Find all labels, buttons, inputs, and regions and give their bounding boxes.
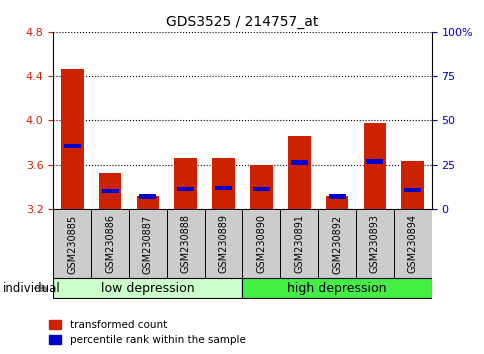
- Bar: [212, 158, 234, 209]
- Text: GSM230888: GSM230888: [181, 215, 190, 273]
- Bar: [280, 209, 318, 278]
- Text: GSM230894: GSM230894: [407, 215, 417, 273]
- Text: low depression: low depression: [101, 282, 195, 295]
- Legend: transformed count, percentile rank within the sample: transformed count, percentile rank withi…: [49, 320, 245, 345]
- Bar: [61, 69, 83, 209]
- Bar: [101, 189, 119, 193]
- Bar: [53, 209, 91, 278]
- Bar: [53, 278, 242, 298]
- Bar: [63, 144, 81, 148]
- Bar: [91, 209, 129, 278]
- Bar: [290, 160, 307, 165]
- Text: GSM230889: GSM230889: [218, 215, 228, 273]
- Bar: [318, 209, 355, 278]
- Title: GDS3525 / 214757_at: GDS3525 / 214757_at: [166, 16, 318, 29]
- Bar: [325, 196, 348, 209]
- Bar: [139, 194, 156, 199]
- Bar: [252, 187, 270, 191]
- Bar: [250, 165, 272, 209]
- Bar: [174, 158, 197, 209]
- Bar: [242, 209, 280, 278]
- Bar: [214, 185, 232, 190]
- Bar: [242, 278, 431, 298]
- Text: GSM230887: GSM230887: [143, 215, 152, 274]
- Text: GSM230885: GSM230885: [67, 215, 77, 274]
- Bar: [393, 209, 431, 278]
- Bar: [166, 209, 204, 278]
- Bar: [129, 209, 166, 278]
- Text: GSM230893: GSM230893: [369, 215, 379, 273]
- Bar: [136, 196, 159, 209]
- Bar: [365, 159, 383, 164]
- Bar: [401, 161, 423, 209]
- Text: GSM230892: GSM230892: [332, 215, 341, 274]
- Bar: [287, 136, 310, 209]
- Bar: [355, 209, 393, 278]
- Text: GSM230886: GSM230886: [105, 215, 115, 273]
- Text: GSM230890: GSM230890: [256, 215, 266, 273]
- Bar: [363, 122, 385, 209]
- Bar: [204, 209, 242, 278]
- Text: GSM230891: GSM230891: [294, 215, 303, 273]
- Text: individual: individual: [2, 282, 60, 295]
- Text: high depression: high depression: [287, 282, 386, 295]
- Bar: [403, 188, 421, 192]
- Bar: [99, 173, 121, 209]
- Bar: [177, 187, 194, 191]
- Bar: [328, 194, 345, 199]
